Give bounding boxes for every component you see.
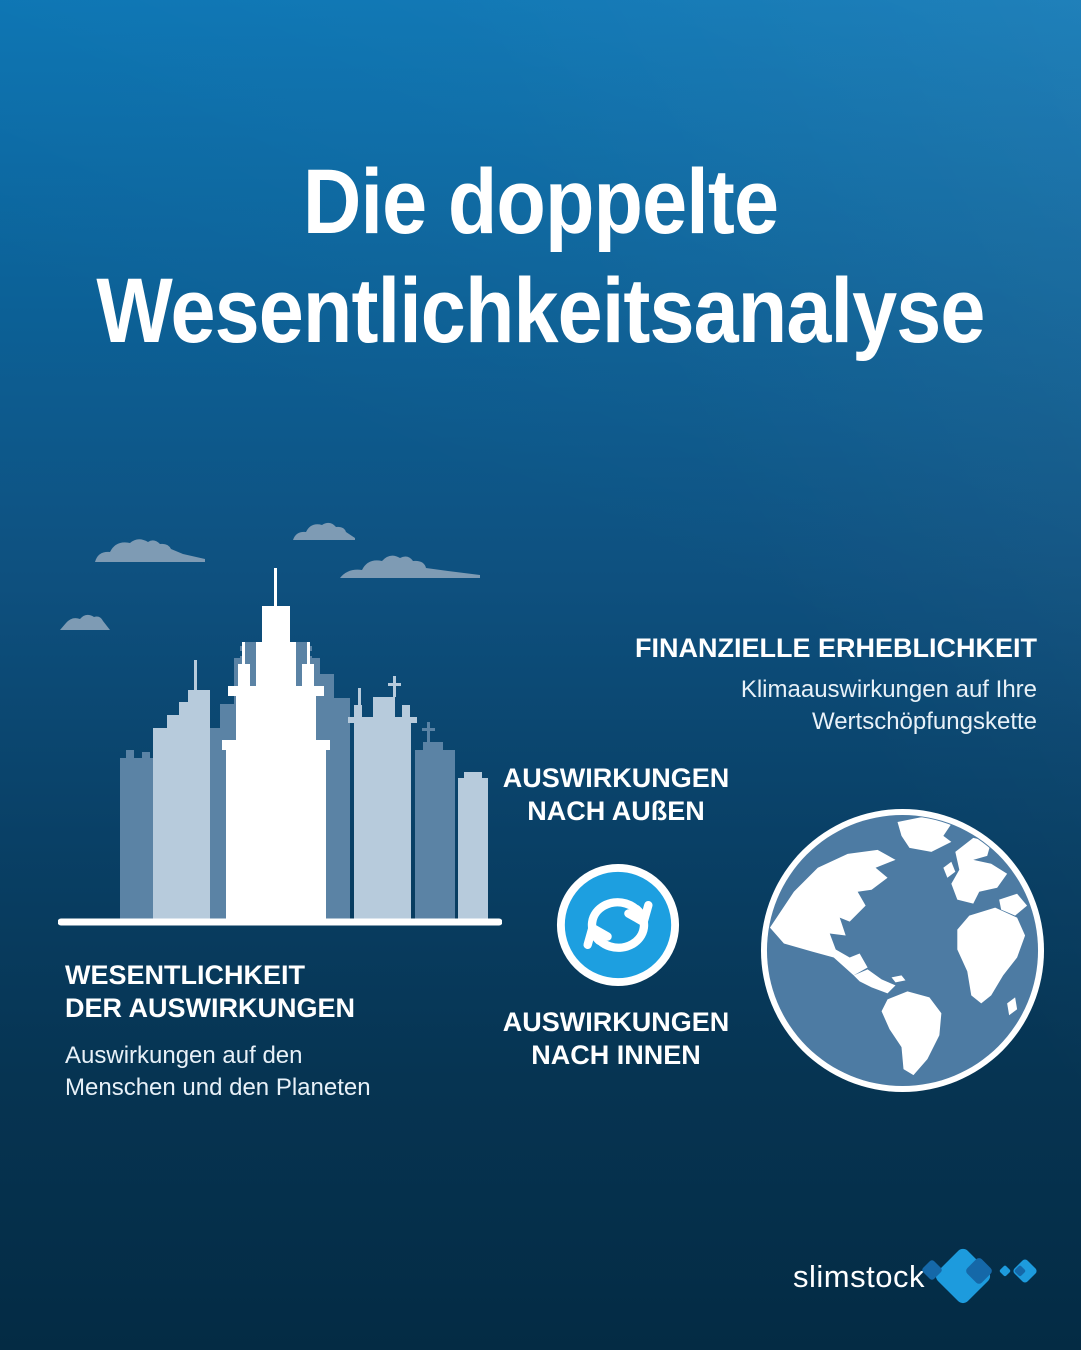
impact-materiality-block: WESENTLICHKEIT DER AUSWIRKUNGEN Auswirku… <box>65 959 371 1104</box>
outward-impact-label: AUSWIRKUNGEN NACH AUßEN <box>502 763 730 826</box>
impact-materiality-subtitle: Auswirkungen auf den Menschen und den Pl… <box>65 1041 371 1102</box>
slimstock-logo: slimstock <box>788 1224 1050 1324</box>
sync-arrows-icon <box>554 861 682 989</box>
inward-impact-label: AUSWIRKUNGEN NACH INNEN <box>502 1007 730 1070</box>
page-title-line1: Die doppelte <box>302 151 779 253</box>
globe-icon <box>758 806 1047 1095</box>
page-title: Die doppelte Wesentlichkeitsanalyse <box>65 148 1016 365</box>
city-skyline-icon <box>58 522 502 926</box>
financial-materiality-heading: FINANZIELLE ERHEBLICHKEIT <box>635 633 1037 663</box>
financial-materiality-block: FINANZIELLE ERHEBLICHKEIT Klimaauswirkun… <box>635 632 1037 738</box>
slimstock-logo-mark <box>922 1248 1037 1304</box>
city-skyline-illustration <box>58 518 502 930</box>
central-tower <box>222 568 330 922</box>
financial-materiality-subtitle: Klimaauswirkungen auf Ihre Wertschöpfung… <box>740 675 1037 736</box>
clouds-icon <box>60 522 480 630</box>
slimstock-logo-text: slimstock <box>793 1259 925 1294</box>
impact-materiality-heading: WESENTLICHKEIT DER AUSWIRKUNGEN <box>65 960 355 1023</box>
foreground-buildings <box>153 660 488 922</box>
page-title-line2: Wesentlichkeitsanalyse <box>96 259 985 362</box>
continents <box>769 815 1028 1076</box>
